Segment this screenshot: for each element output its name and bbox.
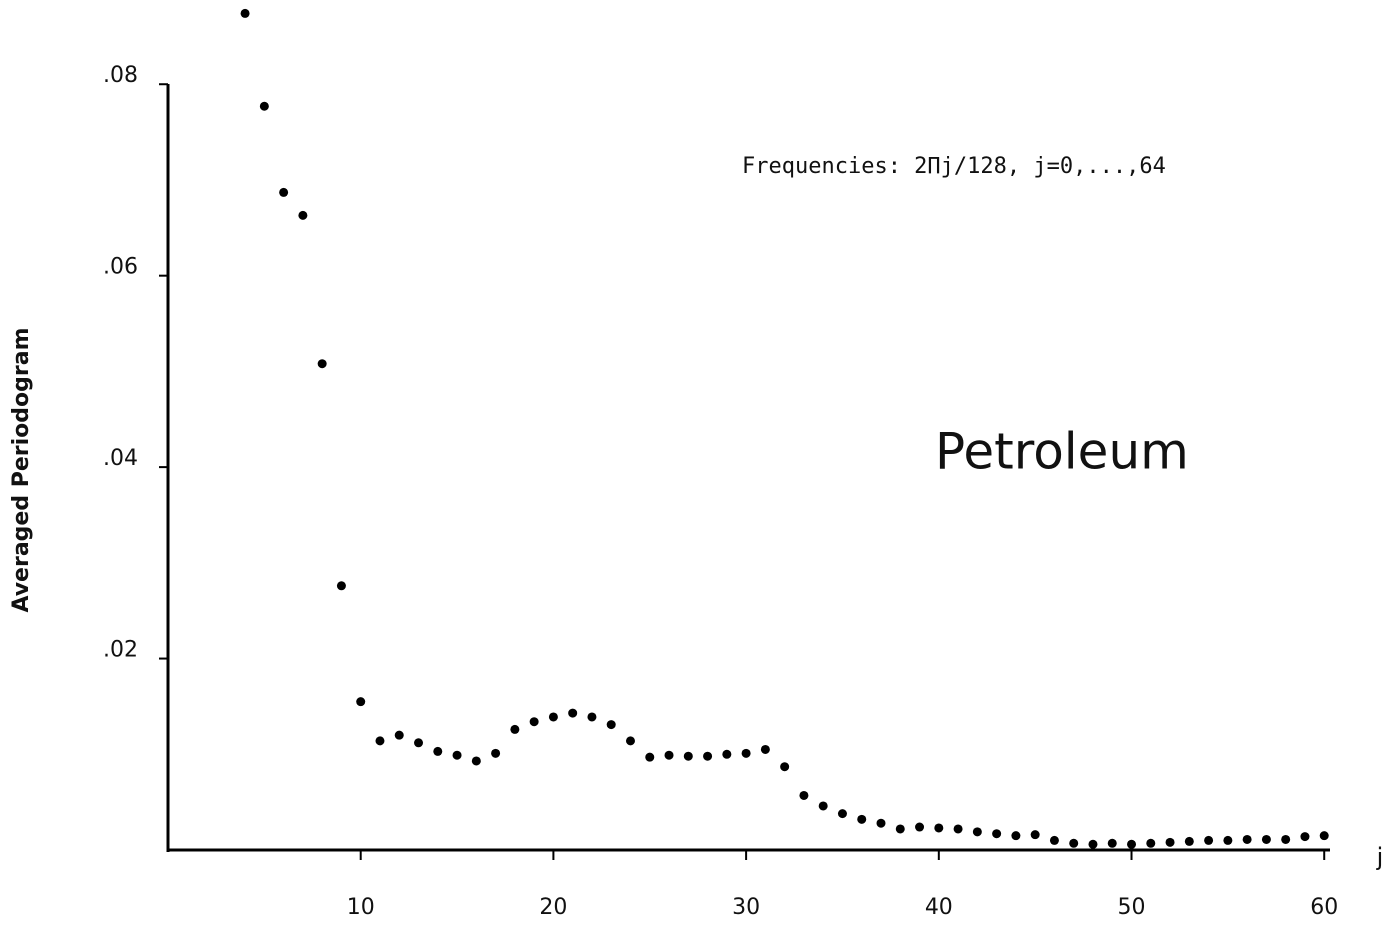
point — [915, 822, 925, 832]
annotation: Petroleum — [935, 423, 1189, 481]
point — [240, 8, 250, 18]
point — [683, 751, 693, 761]
point — [568, 708, 578, 718]
point — [606, 720, 616, 730]
point — [972, 827, 982, 837]
point — [1165, 837, 1175, 847]
point — [1242, 834, 1252, 844]
point — [375, 736, 385, 746]
point — [1223, 835, 1233, 845]
point — [491, 748, 501, 758]
point — [664, 750, 674, 760]
x-tick-label: 10 — [347, 895, 375, 920]
point — [837, 809, 847, 819]
y-tick-label: .02 — [103, 638, 138, 663]
point — [722, 749, 732, 759]
x-tick-label: 30 — [732, 895, 760, 920]
x-tick-label: 50 — [1118, 895, 1146, 920]
point — [1300, 832, 1310, 842]
point — [780, 762, 790, 772]
y-tick-label: .06 — [103, 255, 138, 280]
x-tick-label: 20 — [539, 895, 567, 920]
point — [645, 752, 655, 762]
point — [336, 581, 346, 591]
point — [934, 823, 944, 833]
point — [471, 756, 481, 766]
point — [1127, 839, 1137, 849]
point — [548, 712, 558, 722]
point — [1049, 835, 1059, 845]
point — [452, 750, 462, 760]
point — [1069, 838, 1079, 848]
annotation: Frequencies: 2Πj/128, j=0,...,64 — [742, 154, 1166, 179]
point — [1319, 831, 1329, 841]
point — [992, 829, 1002, 839]
point — [414, 738, 424, 748]
point — [895, 824, 905, 834]
point — [394, 730, 404, 740]
point — [356, 697, 366, 707]
y-tick-label: .04 — [103, 446, 138, 471]
point — [799, 790, 809, 800]
point — [876, 818, 886, 828]
point — [1011, 831, 1021, 841]
point — [279, 187, 289, 197]
point — [1184, 836, 1194, 846]
point — [760, 744, 770, 754]
point — [953, 824, 963, 834]
point — [741, 748, 751, 758]
point — [1281, 834, 1291, 844]
point — [317, 359, 327, 369]
x-tick-label: 40 — [925, 895, 953, 920]
x-axis-label: j — [1376, 843, 1384, 871]
point — [625, 736, 635, 746]
point — [857, 814, 867, 824]
point — [1030, 830, 1040, 840]
point — [1261, 834, 1271, 844]
point — [1204, 835, 1214, 845]
x-tick-label: 60 — [1310, 895, 1338, 920]
point — [1088, 839, 1098, 849]
point — [703, 751, 713, 761]
point — [529, 717, 539, 727]
point — [298, 210, 308, 220]
point — [818, 801, 828, 811]
point — [1146, 838, 1156, 848]
point — [587, 712, 597, 722]
point — [1107, 838, 1117, 848]
point — [259, 101, 269, 111]
point — [510, 724, 520, 734]
y-axis-label: Averaged Periodogram — [9, 327, 34, 612]
y-tick-label: .08 — [103, 63, 138, 88]
point — [433, 746, 443, 756]
